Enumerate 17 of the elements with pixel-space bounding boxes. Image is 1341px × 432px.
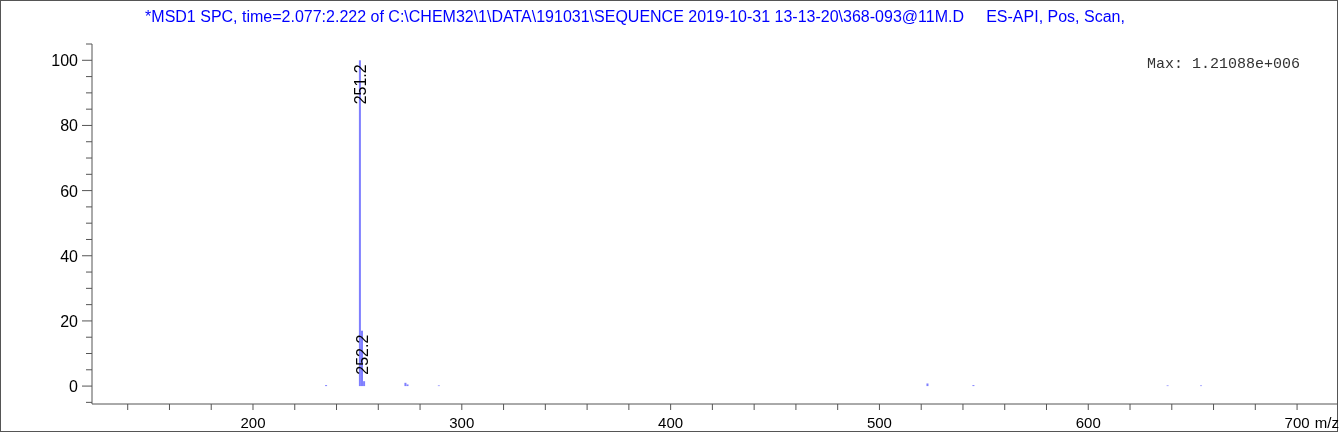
annotation: Max: 1.21088e+006 (1146, 56, 1300, 73)
bar (926, 383, 929, 387)
x-tick-label: 700 (1284, 414, 1310, 431)
annotation: 251.2 (351, 64, 369, 105)
x-tick-label: 500 (866, 414, 892, 431)
x-tick-label: 400 (658, 414, 684, 431)
y-tick-label: 100 (51, 52, 79, 70)
y-tick-label: 80 (60, 117, 79, 135)
x-tick-label: 200 (240, 414, 266, 431)
x-tick-label: 300 (449, 414, 475, 431)
y-tick-label: 20 (60, 312, 79, 330)
annotation: 252.2 (354, 334, 371, 375)
x-tick-label: 600 (1075, 414, 1101, 431)
chart-title: *MSD1 SPC, time=2.077:2.222 of C:\CHEM32\1\DATA\191031\SEQUENCE 2019-10-31 13-13-20\368-093@11M.D ES-API, Pos, Scan, (145, 8, 1125, 25)
y-tick-label: 0 (69, 378, 79, 396)
y-tick-label: 40 (60, 247, 79, 265)
y-tick-label: 60 (60, 182, 79, 200)
